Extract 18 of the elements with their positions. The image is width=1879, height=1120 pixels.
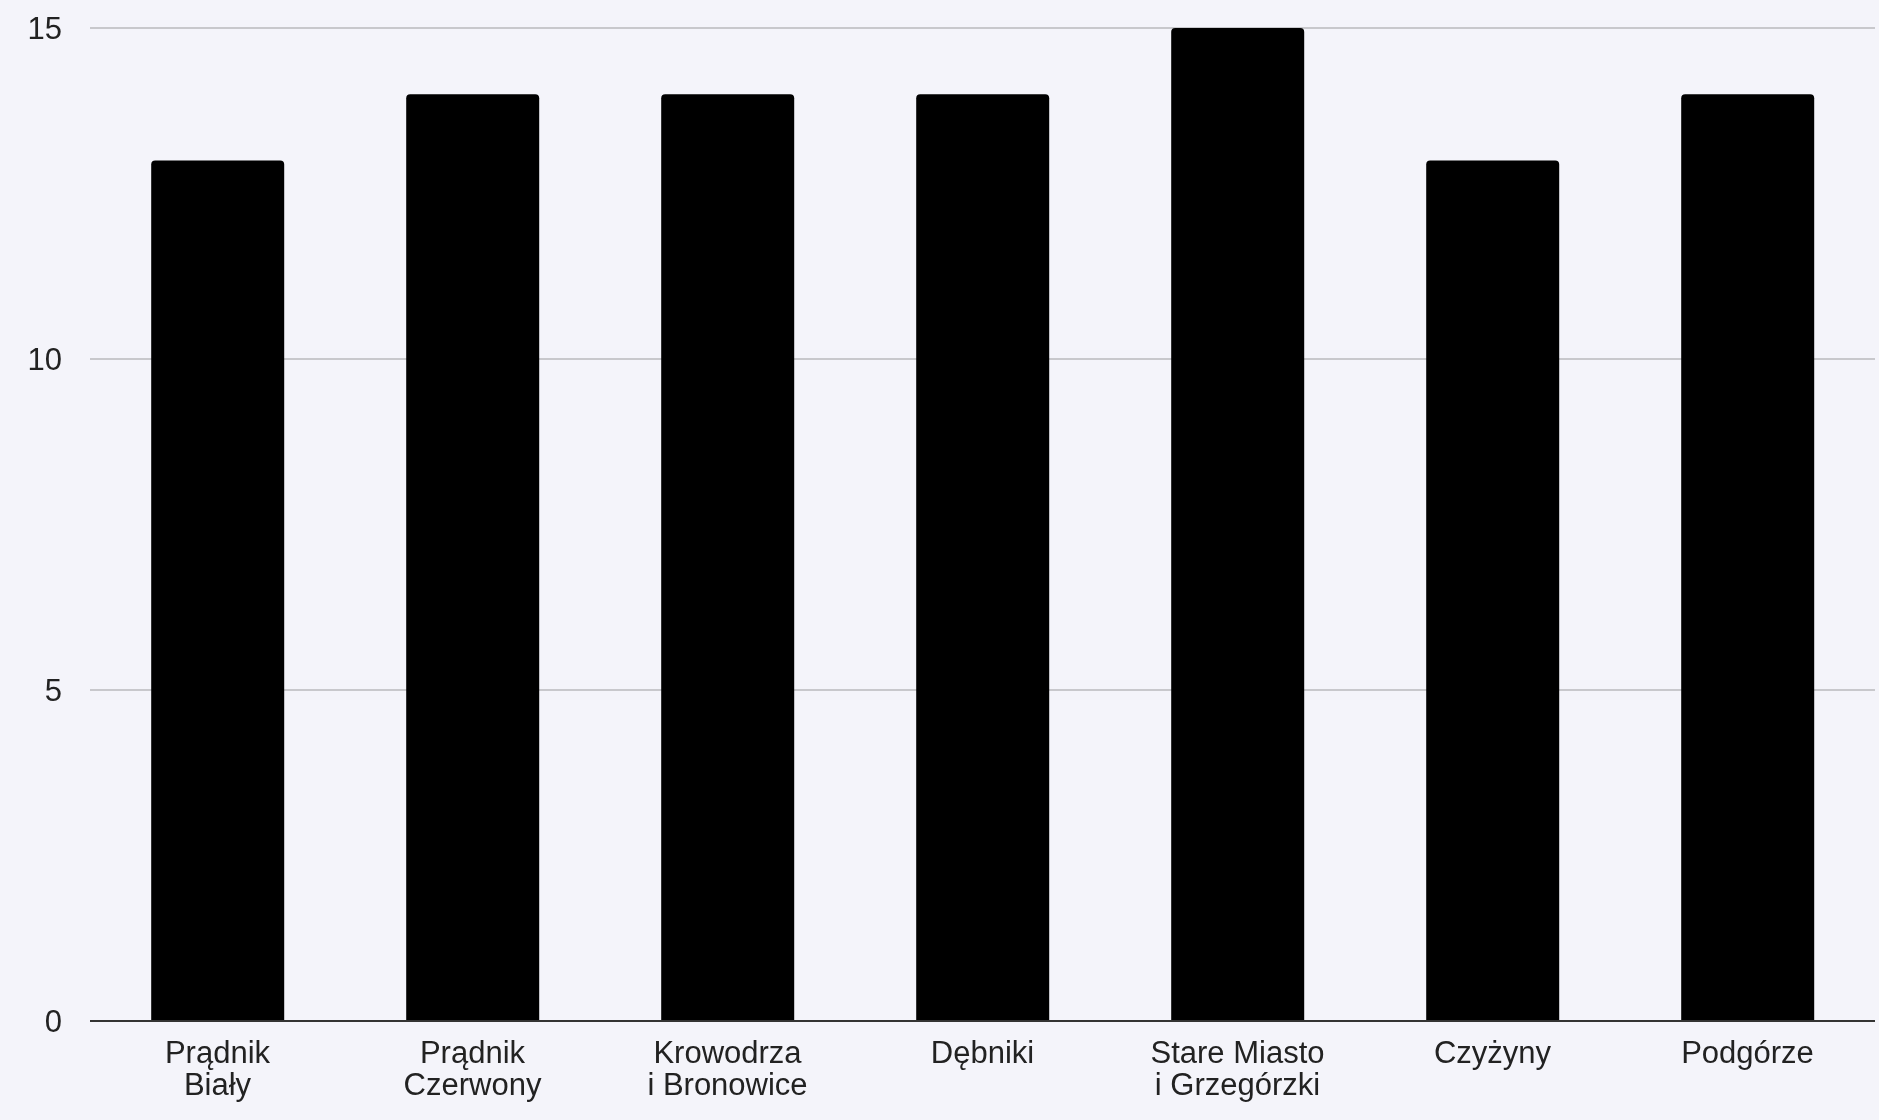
- y-tick-label: 5: [44, 673, 62, 709]
- x-tick-label: Prądnik Biały: [164, 1035, 271, 1102]
- x-tick-label: Prądnik Czerwony: [403, 1035, 542, 1102]
- bar: [916, 94, 1050, 1021]
- x-tick-label: Czyżyny: [1433, 1035, 1552, 1070]
- y-tick-label: 0: [44, 1004, 62, 1040]
- x-tick-label: Podgórze: [1681, 1035, 1814, 1070]
- x-tick-label: Stare Miasto i Grzegórzki: [1150, 1035, 1325, 1102]
- bar: [661, 94, 795, 1021]
- bar: [1426, 160, 1560, 1021]
- bar: [151, 160, 285, 1021]
- bar: [1681, 94, 1815, 1021]
- y-tick-label: 10: [27, 342, 62, 378]
- bar: [1171, 28, 1305, 1021]
- x-tick-label: Krowodrza i Bronowice: [647, 1035, 808, 1102]
- y-tick-label: 15: [27, 11, 62, 47]
- x-tick-label: Dębniki: [930, 1035, 1035, 1070]
- bar: [406, 94, 540, 1021]
